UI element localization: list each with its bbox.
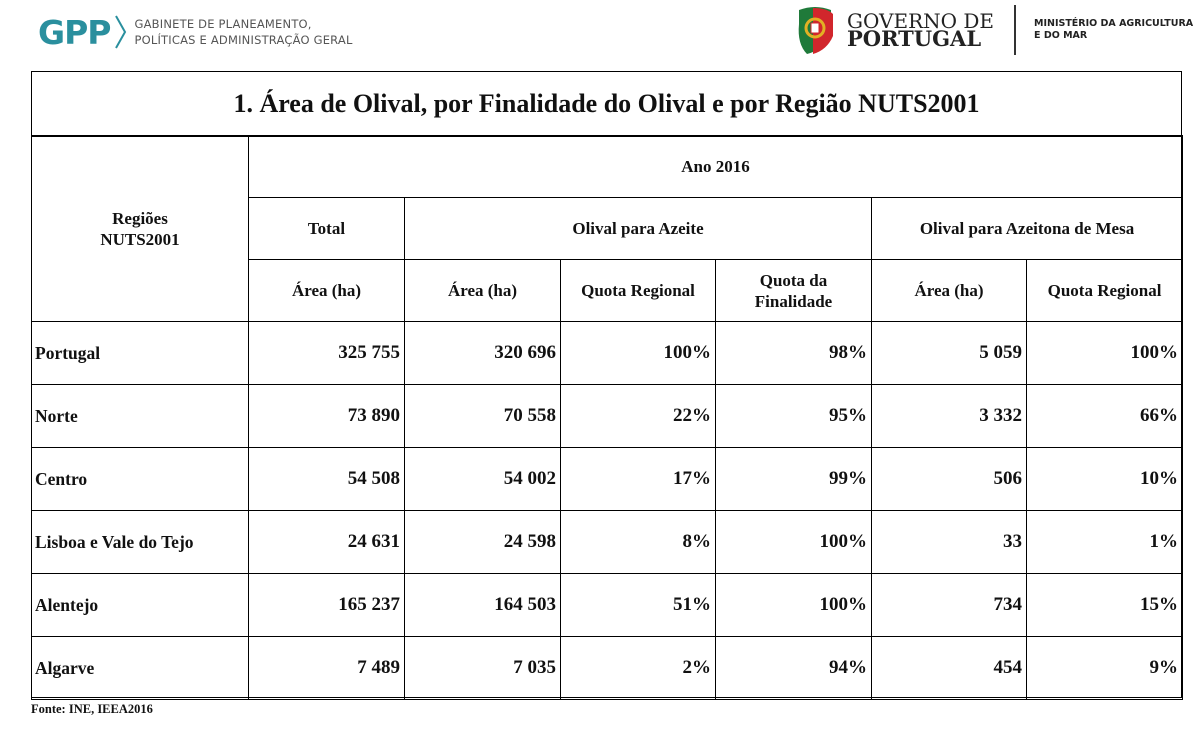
regions-header-line1: Regiões [112, 208, 168, 228]
cell-azeite-area: 70 558 [404, 384, 561, 448]
gpp-logo: GPP GABINETE DE PLANEAMENTO, POLÍTICAS E… [38, 12, 353, 52]
subheader-total-area: Área (ha) [248, 259, 405, 322]
row-region: Norte [31, 384, 249, 448]
row-region: Algarve [31, 636, 249, 700]
cell-total-area: 325 755 [248, 321, 405, 385]
row-region: Portugal [31, 321, 249, 385]
table-row: Norte 73 890 70 558 22% 95% 3 332 66% [31, 384, 1184, 448]
cell-azeite-area: 24 598 [404, 510, 561, 574]
group-header-mesa: Olival para Azeitona de Mesa [870, 197, 1184, 260]
cell-azeite-quota-finalidade: 94% [715, 636, 872, 700]
table-row: Algarve 7 489 7 035 2% 94% 454 9% [31, 636, 1184, 700]
portugal-shield-icon [798, 7, 833, 54]
row-region: Alentejo [31, 573, 249, 637]
cell-azeite-quota-regional: 17% [560, 447, 716, 511]
gpp-name: GABINETE DE PLANEAMENTO, POLÍTICAS E ADM… [134, 16, 352, 48]
cell-total-area: 73 890 [248, 384, 405, 448]
cell-mesa-area: 734 [871, 573, 1027, 637]
cell-mesa-quota-regional: 100% [1025, 321, 1184, 385]
cell-total-area: 7 489 [248, 636, 405, 700]
cell-azeite-quota-regional: 22% [560, 384, 716, 448]
cell-mesa-area: 5 059 [871, 321, 1027, 385]
cell-azeite-quota-finalidade: 95% [715, 384, 872, 448]
cell-mesa-area: 454 [871, 636, 1027, 700]
cell-total-area: 54 508 [248, 447, 405, 511]
row-region: Centro [31, 447, 249, 511]
cell-azeite-quota-finalidade: 98% [715, 321, 872, 385]
cell-azeite-quota-finalidade: 100% [715, 573, 872, 637]
table-row: Lisboa e Vale do Tejo 24 631 24 598 8% 1… [31, 510, 1184, 574]
subheader-azeite-area: Área (ha) [404, 259, 561, 322]
gpp-logo-text: GPP [38, 12, 111, 52]
cell-azeite-quota-regional: 51% [560, 573, 716, 637]
cell-mesa-area: 506 [871, 447, 1027, 511]
cell-azeite-area: 164 503 [404, 573, 561, 637]
cell-mesa-area: 3 332 [871, 384, 1027, 448]
gpp-name-line2: POLÍTICAS E ADMINISTRAÇÃO GERAL [134, 33, 353, 47]
governo-logo: GOVERNO DE PORTUGAL MINISTÉRIO DA AGRICU… [793, 4, 1193, 56]
table-row: Alentejo 165 237 164 503 51% 100% 734 15… [31, 573, 1184, 637]
chevron-right-icon [115, 15, 127, 49]
regions-header: Regiões NUTS2001 [31, 135, 249, 322]
ministerio-line2: E DO MAR [1034, 30, 1088, 41]
subheader-azeite-quota-regional: Quota Regional [560, 259, 716, 322]
ministerio-line1: MINISTÉRIO DA AGRICULTURA [1034, 18, 1194, 29]
year-header: Ano 2016 [247, 135, 1184, 198]
subheader-mesa-quota-regional: Quota Regional [1025, 259, 1184, 322]
header-divider [1014, 5, 1017, 55]
row-region: Lisboa e Vale do Tejo [31, 510, 249, 574]
governo-text: GOVERNO DE PORTUGAL [847, 9, 995, 51]
governo-line2: PORTUGAL [847, 26, 982, 51]
cell-total-area: 24 631 [248, 510, 405, 574]
group-header-azeite: Olival para Azeite [404, 197, 872, 260]
subheader-mesa-area: Área (ha) [871, 259, 1027, 322]
cell-mesa-quota-regional: 10% [1025, 447, 1184, 511]
cell-azeite-area: 7 035 [404, 636, 561, 700]
cell-mesa-quota-regional: 15% [1025, 573, 1184, 637]
cell-total-area: 165 237 [248, 573, 405, 637]
table-title: 1. Área de Olival, por Finalidade do Oli… [32, 72, 1181, 137]
group-header-total: Total [248, 197, 405, 260]
cell-azeite-quota-regional: 8% [560, 510, 716, 574]
table-row: Portugal 325 755 320 696 100% 98% 5 059 … [31, 321, 1184, 385]
gpp-name-line1: GABINETE DE PLANEAMENTO, [134, 17, 312, 31]
cell-azeite-quota-regional: 2% [560, 636, 716, 700]
cell-mesa-quota-regional: 9% [1025, 636, 1184, 700]
data-table: Regiões NUTS2001 Ano 2016 Total Olival p… [31, 135, 1184, 700]
governo-line1: GOVERNO DE [847, 9, 995, 33]
cell-mesa-quota-regional: 66% [1025, 384, 1184, 448]
cell-azeite-quota-finalidade: 99% [715, 447, 872, 511]
table-row: Centro 54 508 54 002 17% 99% 506 10% [31, 447, 1184, 511]
cell-mesa-quota-regional: 1% [1025, 510, 1184, 574]
cell-azeite-area: 54 002 [404, 447, 561, 511]
table-frame: 1. Área de Olival, por Finalidade do Oli… [31, 71, 1184, 700]
cell-mesa-area: 33 [871, 510, 1027, 574]
cell-azeite-quota-finalidade: 100% [715, 510, 872, 574]
subheader-azeite-quota-finalidade: Quota da Finalidade [715, 259, 872, 322]
source-note: Fonte: INE, IEEA2016 [31, 702, 153, 716]
regions-header-line2: NUTS2001 [100, 229, 180, 249]
ministerio-text: MINISTÉRIO DA AGRICULTURA E DO MAR [1034, 18, 1193, 42]
cell-azeite-area: 320 696 [404, 321, 561, 385]
cell-azeite-quota-regional: 100% [560, 321, 716, 385]
